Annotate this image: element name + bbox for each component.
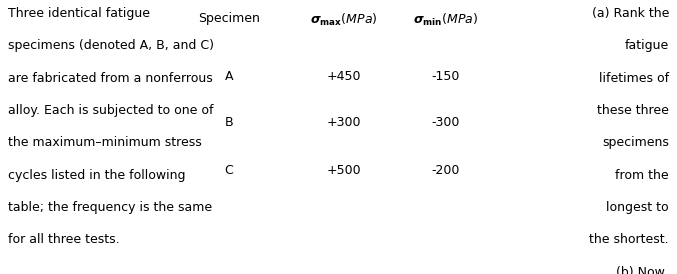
Text: cycles listed in the following: cycles listed in the following (8, 169, 185, 181)
Text: longest to: longest to (606, 201, 669, 214)
Text: B: B (225, 116, 233, 129)
Text: Specimen: Specimen (198, 12, 260, 25)
Text: for all three tests.: for all three tests. (8, 233, 120, 246)
Text: A: A (225, 70, 233, 83)
Text: +500: +500 (326, 164, 362, 177)
Text: are fabricated from a nonferrous: are fabricated from a nonferrous (8, 72, 213, 84)
Text: specimens: specimens (602, 136, 669, 149)
Text: -300: -300 (431, 116, 460, 129)
Text: these three: these three (597, 104, 669, 117)
Text: alloy. Each is subjected to one of: alloy. Each is subjected to one of (8, 104, 214, 117)
Text: (a) Rank the: (a) Rank the (592, 7, 669, 20)
Text: $\boldsymbol{\sigma}_\mathbf{min}(\mathbf{\mathit{MPa}})$: $\boldsymbol{\sigma}_\mathbf{min}(\mathb… (413, 12, 478, 28)
Text: Three identical fatigue: Three identical fatigue (8, 7, 150, 20)
Text: lifetimes of: lifetimes of (598, 72, 669, 84)
Text: -200: -200 (431, 164, 460, 177)
Text: from the: from the (615, 169, 669, 181)
Text: -150: -150 (431, 70, 460, 83)
Text: C: C (225, 164, 233, 177)
Text: +450: +450 (327, 70, 361, 83)
Text: fatigue: fatigue (625, 39, 669, 52)
Text: the maximum–minimum stress: the maximum–minimum stress (8, 136, 202, 149)
Text: +300: +300 (327, 116, 361, 129)
Text: (b) Now,: (b) Now, (616, 266, 669, 274)
Text: the shortest.: the shortest. (589, 233, 669, 246)
Text: specimens (denoted A, B, and C): specimens (denoted A, B, and C) (8, 39, 214, 52)
Text: $\boldsymbol{\sigma}_\mathbf{max}(\mathbf{\mathit{MPa}})$: $\boldsymbol{\sigma}_\mathbf{max}(\mathb… (310, 12, 378, 28)
Text: table; the frequency is the same: table; the frequency is the same (8, 201, 213, 214)
